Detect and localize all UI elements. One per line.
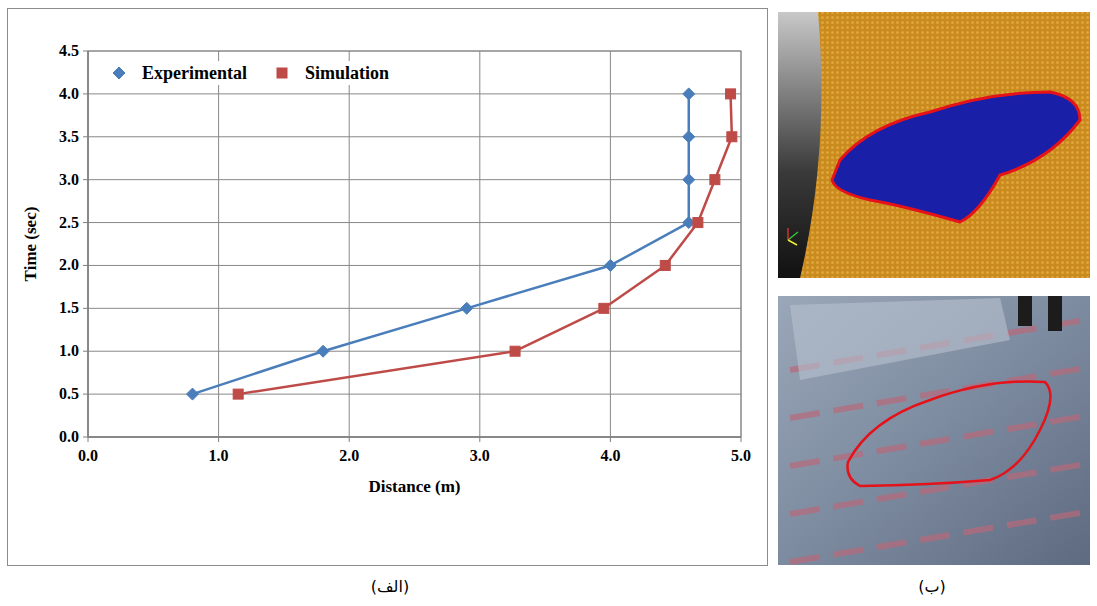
series-marker: [604, 259, 616, 271]
plot-frame: [88, 51, 741, 437]
y-tick: [83, 265, 88, 266]
y-tick: [83, 93, 88, 94]
legend-label: Experimental: [142, 63, 247, 83]
render-blob: [832, 92, 1080, 222]
grid-line-y: [88, 179, 741, 180]
photo-stripe: [790, 512, 1085, 562]
x-tick-label: 0.0: [78, 447, 98, 464]
render-bg: [778, 12, 1090, 278]
x-tick-label: 1.0: [209, 447, 229, 464]
x-tick: [349, 437, 350, 442]
series-marker: [186, 388, 198, 400]
series-marker: [693, 218, 703, 228]
grid-line-y: [88, 351, 741, 352]
photo-boot: [1018, 296, 1032, 326]
legend-marker: [277, 68, 287, 78]
grid-line-y: [88, 437, 741, 438]
series-marker: [233, 389, 243, 399]
grid-line-y: [88, 93, 741, 94]
x-tick: [479, 437, 480, 442]
series-marker: [317, 345, 329, 357]
photo-bg: [778, 296, 1090, 565]
photo-plate: [790, 298, 1010, 380]
y-axis-title: Time (sec): [21, 207, 40, 282]
series-marker: [683, 131, 695, 143]
legend-label: Simulation: [305, 63, 389, 83]
grid-line-x: [610, 51, 611, 437]
x-tick: [610, 437, 611, 442]
y-tick-label: 4.0: [59, 85, 79, 102]
y-tick: [83, 437, 88, 438]
caption: (ب): [918, 577, 946, 596]
y-tick-label: 1.5: [59, 299, 79, 316]
caption: (الف): [371, 577, 409, 596]
legend-marker: [113, 67, 125, 79]
y-tick-label: 3.5: [59, 128, 79, 145]
x-tick: [88, 437, 89, 442]
x-tick-label: 3.0: [470, 447, 490, 464]
series-line: [238, 94, 732, 394]
grid-line-x: [479, 51, 480, 437]
legend-bg: [262, 61, 393, 85]
render-axis: [787, 228, 789, 240]
y-tick: [83, 351, 88, 352]
x-axis: [88, 436, 741, 438]
experiment-image: [778, 296, 1090, 565]
grid-line-x: [349, 51, 350, 437]
series-marker: [683, 88, 695, 100]
x-tick-label: 5.0: [731, 447, 751, 464]
render-axis: [788, 240, 797, 245]
y-tick-label: 0.0: [59, 428, 79, 445]
y-tick-label: 4.5: [59, 42, 79, 59]
series-marker: [660, 260, 670, 270]
y-tick: [83, 136, 88, 137]
y-tick: [83, 222, 88, 223]
series-marker: [727, 132, 737, 142]
x-axis-title: Distance (m): [368, 477, 460, 496]
render-slab: [800, 12, 1090, 278]
series-marker: [683, 174, 695, 186]
y-axis: [87, 51, 89, 437]
y-tick: [83, 394, 88, 395]
simulation-image: [778, 12, 1090, 278]
y-tick-label: 3.0: [59, 171, 79, 188]
photo-stripe: [790, 464, 1085, 514]
grid-line-x: [218, 51, 219, 437]
y-tick-label: 0.5: [59, 385, 79, 402]
y-tick-label: 2.5: [59, 214, 79, 231]
series-marker: [599, 303, 609, 313]
data-group: [186, 88, 736, 400]
render-axis: [788, 232, 798, 240]
y-tick: [83, 51, 88, 52]
grid-line-y: [88, 308, 741, 309]
x-tick: [218, 437, 219, 442]
grid-line-y: [88, 222, 741, 223]
series-marker: [461, 302, 473, 314]
y-tick: [83, 308, 88, 309]
photo-boot: [1048, 296, 1062, 331]
grid-line-x: [88, 51, 89, 437]
photo-stripe: [790, 368, 1085, 418]
x-tick-label: 4.0: [600, 447, 620, 464]
y-tick: [83, 179, 88, 180]
series-marker: [710, 175, 720, 185]
x-tick: [741, 437, 742, 442]
photo-stripe: [790, 416, 1085, 466]
grid-line-y: [88, 265, 741, 266]
legend-bg: [99, 61, 251, 85]
y-tick-label: 2.0: [59, 256, 79, 273]
series-marker: [726, 89, 736, 99]
chart-frame: [8, 9, 768, 566]
grid-line-y: [88, 136, 741, 137]
photo-outline: [848, 381, 1051, 486]
x-tick-label: 2.0: [339, 447, 359, 464]
series-marker: [510, 346, 520, 356]
series-line: [192, 94, 688, 394]
y-tick-label: 1.0: [59, 342, 79, 359]
